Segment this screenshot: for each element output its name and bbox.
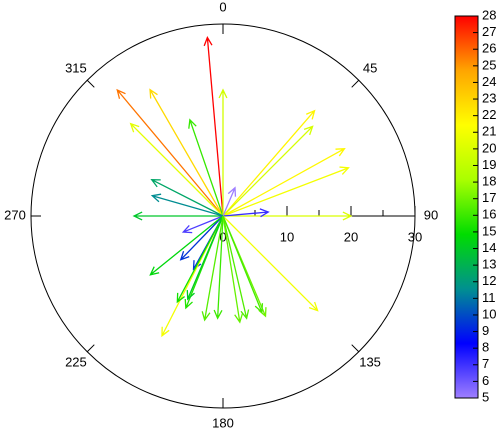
theta-tick-label: 0 — [219, 0, 226, 14]
colorbar — [454, 15, 479, 399]
vector-arrow — [203, 35, 224, 217]
vector-arrow — [223, 211, 353, 221]
vector-arrow — [222, 147, 346, 217]
colorbar-tick-label: 20 — [482, 140, 496, 155]
vector-arrow — [213, 215, 224, 320]
vector-arrow — [150, 179, 224, 217]
vector-arrow — [181, 215, 224, 234]
colorbar-tick-label: 17 — [482, 190, 496, 205]
colorbar-tick-label: 5 — [482, 389, 489, 404]
vector-arrow — [201, 215, 224, 322]
vector-arrow — [188, 118, 224, 217]
colorbar-tick-label: 26 — [482, 41, 496, 56]
r-tick-label: 10 — [280, 229, 294, 244]
vector-arrow — [150, 193, 224, 217]
vector-arrow — [149, 88, 224, 217]
vector-arrow — [116, 88, 224, 217]
theta-tick — [86, 344, 95, 353]
colorbar-tick-label: 28 — [482, 7, 496, 22]
vector-arrow — [186, 215, 224, 301]
theta-tick-label: 270 — [4, 207, 26, 222]
theta-tick — [351, 79, 360, 88]
vector-arrow — [218, 88, 228, 216]
vector-arrow — [176, 215, 224, 304]
colorbar-tick-label: 7 — [482, 356, 489, 371]
vector-arrow — [129, 122, 224, 217]
colorbar-tick-label: 19 — [482, 157, 496, 172]
colorbar-tick-label: 10 — [482, 306, 496, 321]
colorbar-tick-label: 9 — [482, 323, 489, 338]
theta-tick-label: 135 — [359, 355, 381, 370]
colorbar-tick-label: 25 — [482, 57, 496, 72]
colorbar-tick-label: 18 — [482, 174, 496, 189]
colorbar-tick-label: 15 — [482, 223, 496, 238]
vector-arrow — [222, 215, 250, 320]
colorbar-tick-label: 16 — [482, 207, 496, 222]
vector-arrow — [179, 215, 224, 261]
theta-tick — [351, 344, 360, 353]
colorbar-tick-label: 12 — [482, 273, 496, 288]
colorbar-tick-label: 21 — [482, 124, 496, 139]
vector-arrow — [222, 125, 314, 217]
vector-arrow — [222, 215, 319, 312]
colorbar-tick-label: 11 — [482, 290, 496, 305]
colorbar-tick-label: 8 — [482, 340, 489, 355]
theta-tick-label: 225 — [65, 355, 87, 370]
vector-arrow — [222, 186, 237, 217]
theta-tick-label: 180 — [212, 415, 234, 430]
vector-arrow — [132, 211, 223, 221]
vector-arrow — [222, 166, 350, 217]
r-tick-label: 0 — [219, 229, 226, 244]
colorbar-tick-label: 22 — [482, 107, 496, 122]
colorbar-tick-label: 14 — [482, 240, 496, 255]
vector-arrow — [222, 109, 316, 217]
r-tick-label: 20 — [344, 229, 358, 244]
vector-arrow — [222, 215, 244, 324]
colorbar-tick-label: 27 — [482, 24, 496, 39]
colorbar-tick-label: 24 — [482, 74, 496, 89]
theta-tick-label: 315 — [65, 60, 87, 75]
colorbar-tick-label: 23 — [482, 90, 496, 105]
colorbar-tick-label: 6 — [482, 373, 489, 388]
colorbar-tick-label: 13 — [482, 257, 496, 272]
vector-arrow — [149, 215, 224, 276]
r-tick-label: 30 — [408, 229, 422, 244]
theta-tick — [86, 79, 95, 88]
theta-tick-label: 90 — [424, 207, 438, 222]
vector-arrow — [222, 215, 264, 314]
vector-arrow — [222, 208, 270, 218]
theta-tick-label: 45 — [363, 60, 377, 75]
